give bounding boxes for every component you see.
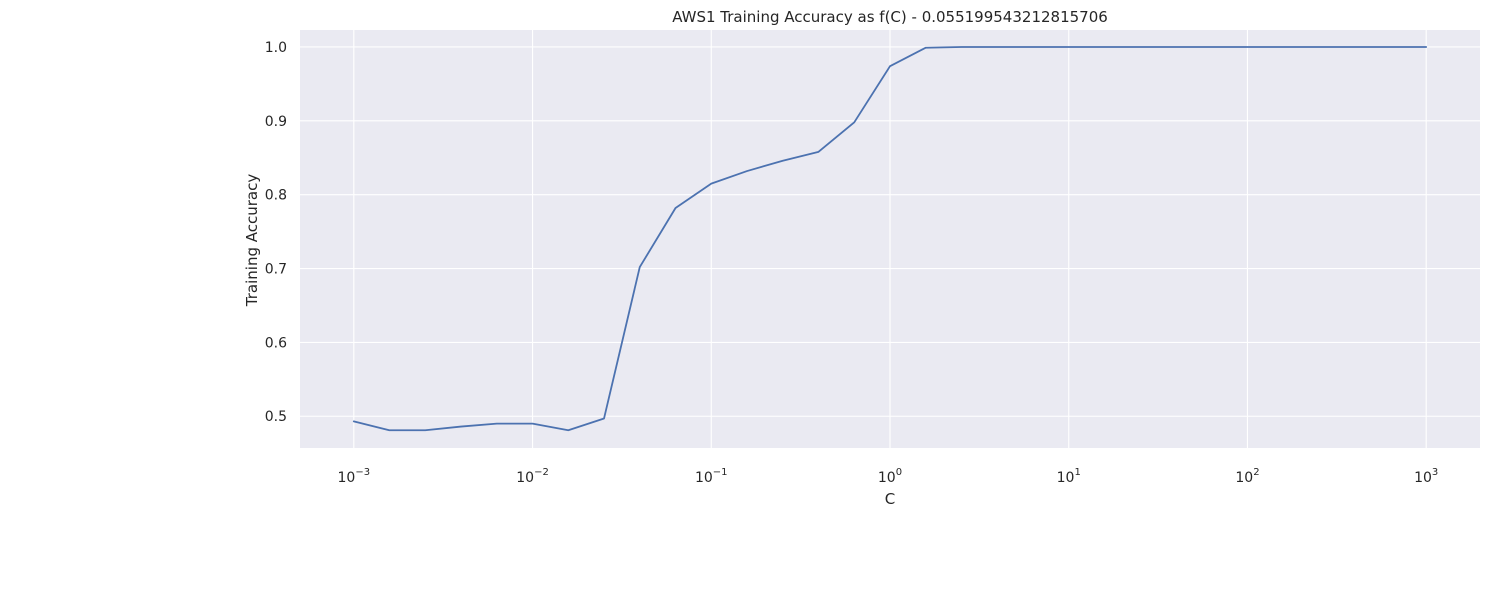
x-tick-exponent: 3 bbox=[1432, 467, 1438, 478]
y-tick-labels: 0.5 0.6 0.7 0.8 0.9 1.0 bbox=[265, 40, 287, 425]
x-tick-exponent: −2 bbox=[534, 467, 549, 478]
x-tick-base: 10 bbox=[695, 470, 713, 486]
y-tick-label: 0.7 bbox=[265, 262, 287, 278]
x-tick-base: 10 bbox=[878, 470, 896, 486]
y-axis-label: Training Accuracy bbox=[243, 174, 261, 308]
x-tick-base: 10 bbox=[1057, 470, 1075, 486]
x-tick-base: 10 bbox=[338, 470, 356, 486]
x-tick-label: 102 bbox=[1235, 467, 1259, 486]
x-tick-exponent: −1 bbox=[713, 467, 728, 478]
x-axis-label: C bbox=[885, 490, 895, 508]
y-grid bbox=[300, 46, 1480, 417]
x-tick-exponent: −3 bbox=[355, 467, 370, 478]
x-tick-label: 103 bbox=[1414, 467, 1438, 486]
x-tick-label: 101 bbox=[1057, 467, 1081, 486]
y-tick-label: 0.8 bbox=[265, 188, 287, 204]
chart-title: AWS1 Training Accuracy as f(C) - 0.05519… bbox=[672, 8, 1108, 26]
x-tick-base: 10 bbox=[1235, 470, 1253, 486]
x-tick-labels: 10−3 10−2 10−1 100 101 102 103 bbox=[338, 467, 1439, 486]
x-tick-label: 10−2 bbox=[516, 467, 549, 486]
series-line-training-accuracy bbox=[352, 46, 1428, 432]
x-tick-base: 10 bbox=[516, 470, 534, 486]
x-grid bbox=[353, 30, 1427, 448]
y-tick-label: 0.6 bbox=[265, 335, 287, 351]
y-tick-label: 0.9 bbox=[265, 114, 287, 130]
x-tick-base: 10 bbox=[1414, 470, 1432, 486]
x-tick-label: 10−3 bbox=[338, 467, 371, 486]
x-tick-label: 10−1 bbox=[695, 467, 728, 486]
x-tick-exponent: 1 bbox=[1074, 467, 1080, 478]
x-tick-label: 100 bbox=[878, 467, 902, 486]
x-tick-exponent: 2 bbox=[1253, 467, 1259, 478]
y-tick-label: 1.0 bbox=[265, 40, 287, 56]
x-tick-exponent: 0 bbox=[896, 467, 902, 478]
y-tick-label: 0.5 bbox=[265, 409, 287, 425]
